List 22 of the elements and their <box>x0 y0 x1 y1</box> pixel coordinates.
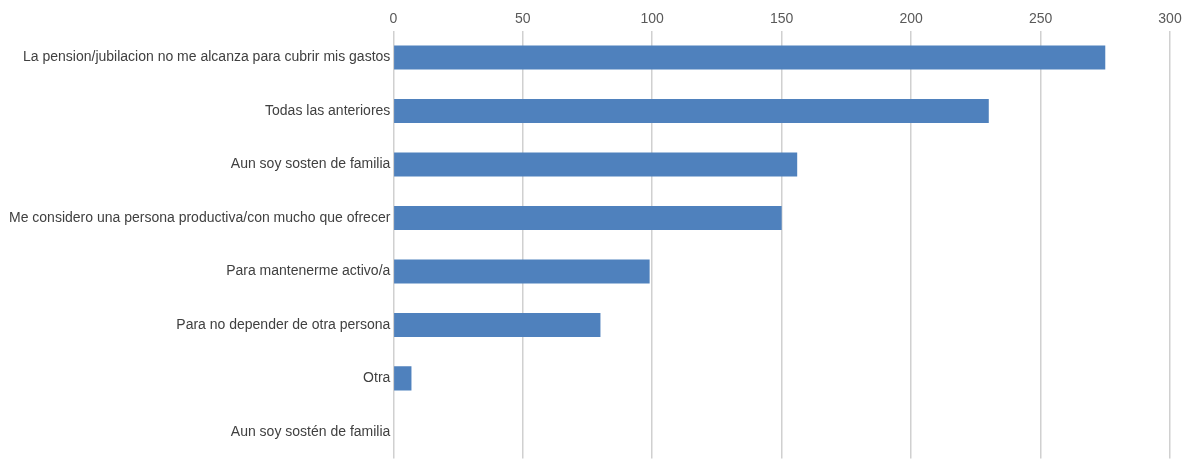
y-tick-label: Aun soy sostén de familia <box>230 422 391 439</box>
y-tick-label: Aun soy sosten de familia <box>230 155 391 172</box>
x-tick-label: 300 <box>1158 10 1182 27</box>
y-tick-label: Todas las anteriores <box>265 101 391 118</box>
x-tick-label: 150 <box>769 10 794 27</box>
x-tick-label: 50 <box>514 10 531 27</box>
x-tick-label: 250 <box>1028 10 1053 27</box>
y-tick-label: Para no depender de otra persona <box>176 315 391 332</box>
bar <box>394 98 989 124</box>
bar <box>394 45 1106 70</box>
y-tick-label: La pension/jubilacion no me alcanza para cubrir mis gastos <box>23 48 391 65</box>
bar <box>394 259 650 284</box>
bar <box>394 312 601 337</box>
x-tick-label: 0 <box>389 10 398 27</box>
x-tick-label: 100 <box>640 10 665 27</box>
x-tick-label: 200 <box>899 10 923 27</box>
bar <box>394 205 782 230</box>
bar <box>394 152 798 177</box>
y-tick-label: Otra <box>363 369 391 386</box>
y-tick-label: Me considero una persona productiva/con mucho que ofrecer <box>8 208 391 225</box>
bar <box>394 366 412 391</box>
y-tick-label: Para mantenerme activo/a <box>226 262 391 279</box>
